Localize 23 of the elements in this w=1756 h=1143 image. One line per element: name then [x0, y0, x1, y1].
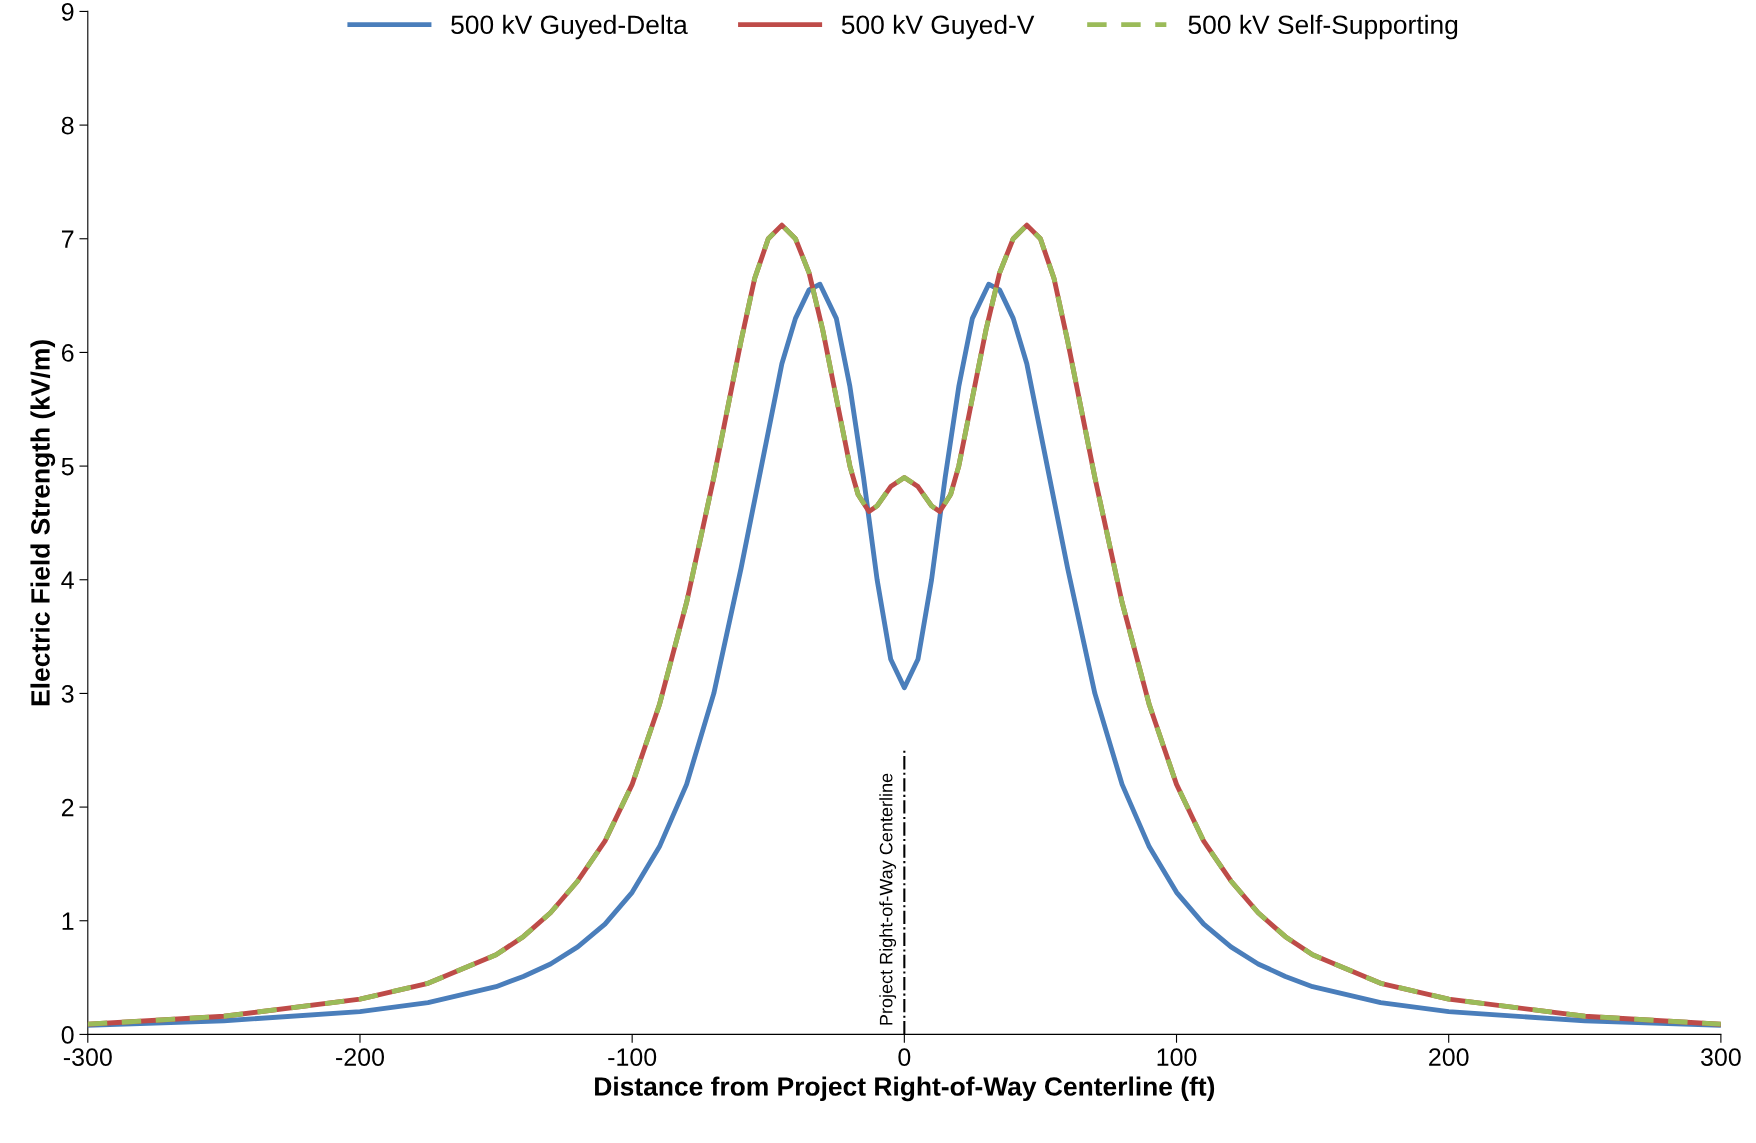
x-tick-label: 200 — [1429, 1048, 1469, 1066]
x-tick-label: -200 — [336, 1048, 385, 1066]
y-tick-label: 3 — [61, 685, 74, 703]
y-tick-label: 9 — [61, 3, 74, 21]
y-axis-title: Electric Field Strength (kV/m) — [30, 340, 56, 706]
x-tick-label: -300 — [63, 1048, 112, 1066]
ref-line-label: Project Right-of-Way Centerline — [879, 773, 897, 1025]
x-tick-label: 300 — [1700, 1048, 1741, 1066]
legend-label: 500 kV Guyed-V — [841, 14, 1035, 40]
y-tick-label: 5 — [61, 457, 74, 476]
x-tick-label: 100 — [1157, 1048, 1197, 1066]
y-tick-label: 6 — [61, 344, 74, 362]
x-tick-label: -100 — [608, 1048, 657, 1066]
y-tick-label: 0 — [61, 1026, 74, 1044]
y-tick-label: 2 — [61, 798, 74, 817]
legend-label: 500 kV Self-Supporting — [1188, 14, 1458, 40]
y-tick-label: 7 — [61, 230, 74, 248]
y-tick-label: 1 — [62, 912, 74, 930]
y-tick-label: 4 — [61, 571, 74, 589]
x-axis-title: Distance from Project Right-of-Way Centerline (ft) — [595, 1076, 1215, 1102]
y-tick-label: 8 — [61, 116, 74, 135]
x-tick-label: 0 — [898, 1048, 911, 1066]
legend-label: 500 kV Guyed-Delta — [451, 14, 688, 40]
